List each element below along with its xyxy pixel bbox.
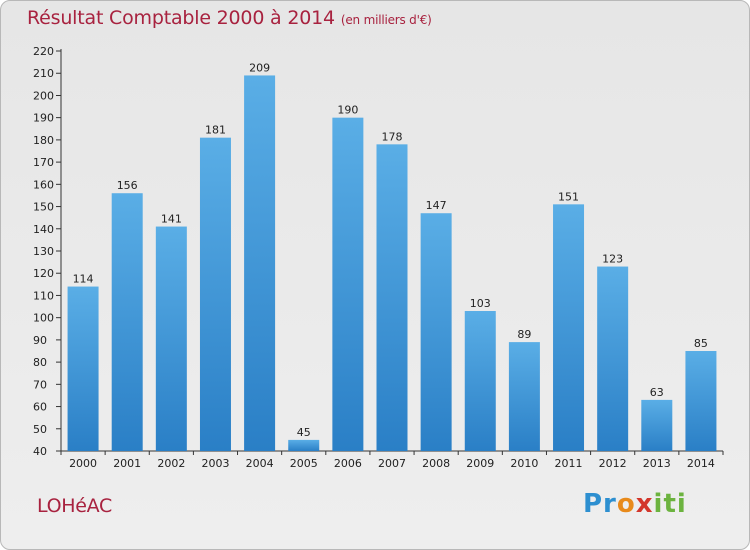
x-tick-label-2009: 2009 [466, 457, 494, 470]
bar-value-label-2003: 181 [205, 124, 226, 137]
bar-value-label-2001: 156 [117, 179, 138, 192]
chart-unit: (en milliers d'€) [340, 13, 432, 27]
bar-2011 [553, 204, 585, 451]
bar-value-label-2004: 209 [249, 61, 270, 74]
bar-value-label-2006: 190 [337, 104, 358, 117]
logo-part-4: iti [653, 489, 687, 519]
y-tick-label: 120 [33, 267, 54, 280]
chart-title: Résultat Comptable 2000 à 2014 (en millie… [27, 7, 432, 29]
x-tick-label-2012: 2012 [599, 457, 627, 470]
bar-value-label-2013: 63 [650, 386, 664, 399]
bar-value-label-2010: 89 [517, 328, 531, 341]
y-tick-label: 70 [33, 378, 47, 391]
y-tick-label: 50 [33, 423, 47, 436]
bar-value-label-2009: 103 [470, 297, 491, 310]
y-tick-label: 130 [33, 245, 54, 258]
x-tick-label-2000: 2000 [69, 457, 97, 470]
y-tick-label: 190 [33, 112, 54, 125]
proxiti-logo[interactable]: Proxiti [583, 489, 687, 519]
y-tick-label: 90 [33, 334, 47, 347]
x-tick-label-2014: 2014 [687, 457, 715, 470]
bar-2002 [155, 226, 187, 451]
bar-2010 [508, 342, 540, 451]
y-tick-label: 170 [33, 156, 54, 169]
x-tick-label-2005: 2005 [290, 457, 318, 470]
bar-value-label-2011: 151 [558, 190, 579, 203]
logo-part-3: x [635, 489, 654, 519]
chart-title-text: Résultat Comptable 2000 à 2014 [27, 7, 335, 29]
bar-2009 [464, 311, 496, 451]
x-tick-label-2013: 2013 [643, 457, 671, 470]
bar-2007 [376, 144, 408, 452]
bar-2008 [420, 213, 452, 451]
bar-2004 [244, 75, 276, 451]
bar-value-label-2000: 114 [73, 273, 94, 286]
y-tick-label: 220 [33, 45, 54, 58]
bar-2000 [67, 286, 99, 451]
y-tick-label: 140 [33, 223, 54, 236]
x-tick-label-2011: 2011 [555, 457, 583, 470]
y-tick-label: 160 [33, 178, 54, 191]
y-tick-label: 180 [33, 134, 54, 147]
bar-2005 [288, 439, 320, 451]
bar-value-label-2014: 85 [694, 337, 708, 350]
y-tick-label: 110 [33, 289, 54, 302]
x-tick-label-2003: 2003 [201, 457, 229, 470]
x-tick-label-2004: 2004 [246, 457, 274, 470]
y-tick-label: 80 [33, 356, 47, 369]
y-tick-label: 60 [33, 401, 47, 414]
bars: 114 156 141 181 209 45 190 178 147 103 89 151 123 63 8… [67, 61, 717, 452]
bar-value-label-2005: 45 [297, 426, 311, 439]
y-tick-label: 150 [33, 201, 54, 214]
x-tick-label-2008: 2008 [422, 457, 450, 470]
logo-part-1: Pr [583, 489, 617, 519]
bar-2012 [597, 266, 629, 451]
bar-2013 [641, 399, 673, 451]
y-tick-label: 100 [33, 312, 54, 325]
commune-name: LOHéAC [37, 495, 112, 517]
bar-2003 [199, 137, 231, 451]
bar-2014 [685, 351, 717, 451]
logo-part-2: o [616, 489, 636, 519]
bar-value-label-2008: 147 [426, 199, 447, 212]
y-tick-label: 200 [33, 89, 54, 102]
x-tick-label-2007: 2007 [378, 457, 406, 470]
x-tick-label-2002: 2002 [157, 457, 185, 470]
x-tick-label-2010: 2010 [510, 457, 538, 470]
y-tick-label: 40 [33, 445, 47, 458]
bar-value-label-2007: 178 [382, 130, 403, 143]
bar-2001 [111, 193, 143, 451]
bar-value-label-2002: 141 [161, 213, 182, 226]
bar-value-label-2012: 123 [602, 253, 623, 266]
bar-2006 [332, 117, 364, 452]
x-tick-label-2001: 2001 [113, 457, 141, 470]
y-tick-label: 210 [33, 67, 54, 80]
x-tick-label-2006: 2006 [334, 457, 362, 470]
